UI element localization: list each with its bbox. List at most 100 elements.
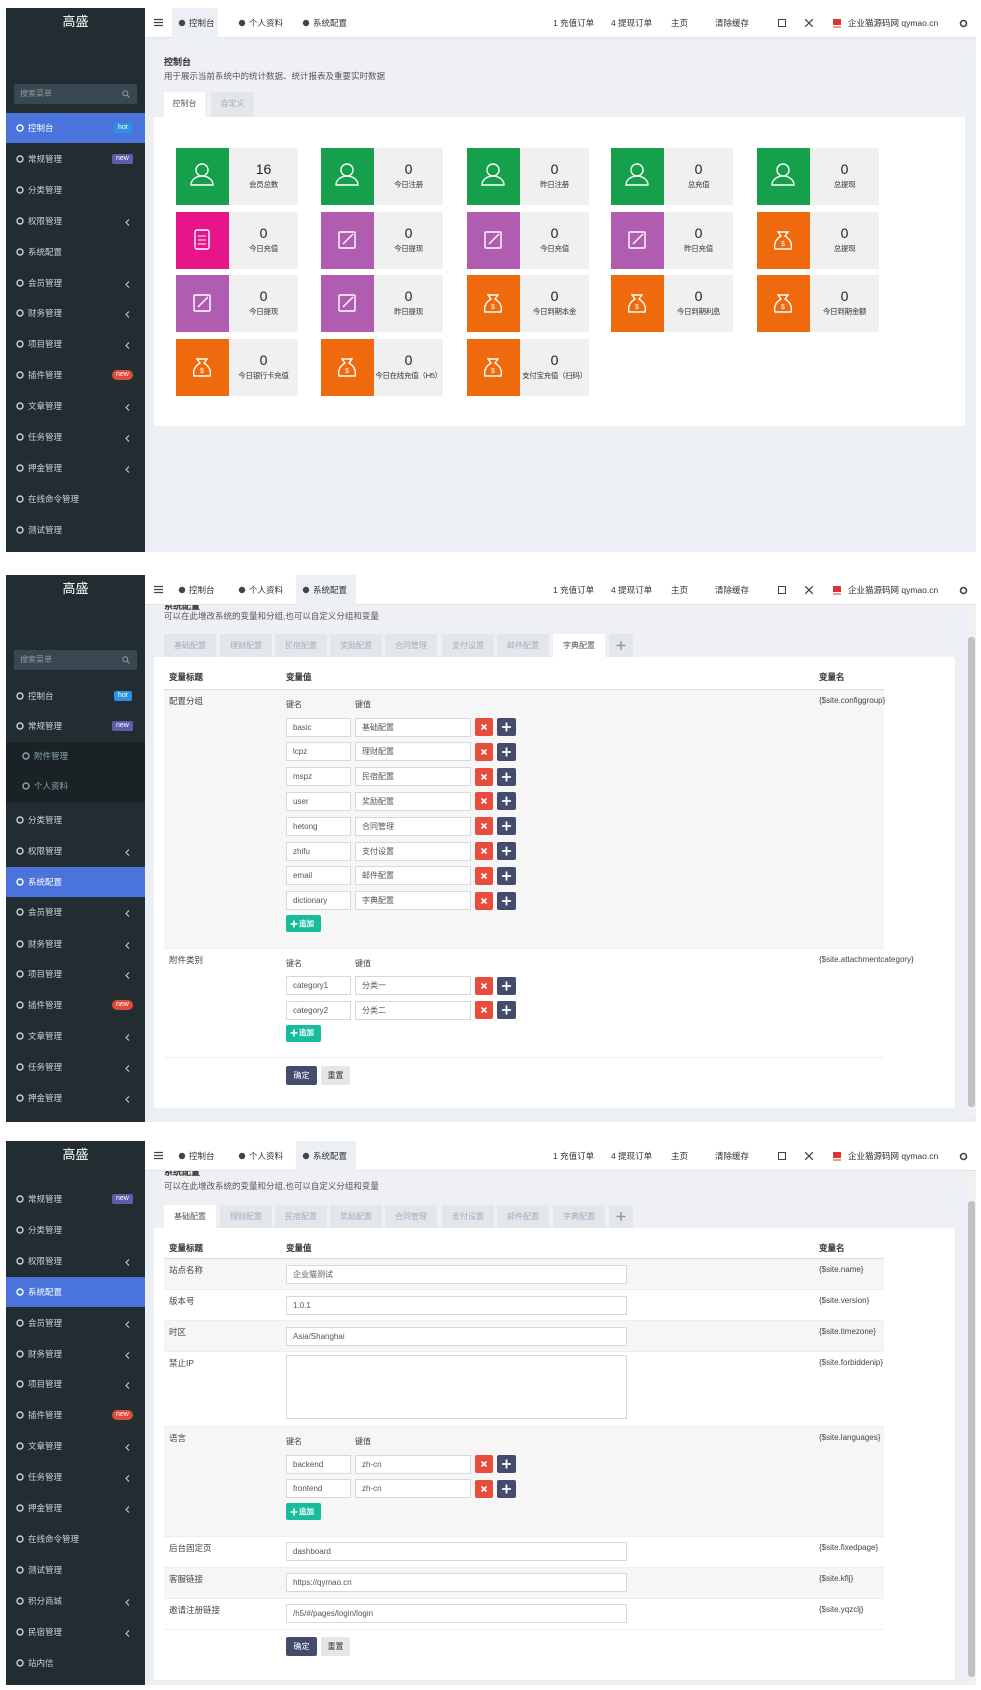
nav-tab[interactable]: 控制台 [189, 585, 215, 595]
text-input[interactable]: 基础配置 [355, 717, 471, 737]
config-tab[interactable] [164, 634, 216, 657]
menu-item[interactable]: 任务管理 [28, 1062, 63, 1072]
menu-item[interactable]: 在线命令管理 [28, 1533, 80, 1544]
remove-button[interactable] [475, 1001, 493, 1020]
menu-item[interactable]: 常规管理 [28, 721, 63, 731]
menu-item[interactable]: 常规管理 [28, 153, 63, 164]
nav-link[interactable]: 4 提现订单 [611, 18, 653, 28]
move-button[interactable] [497, 866, 516, 885]
config-tab[interactable] [275, 634, 327, 657]
remove-button[interactable] [475, 792, 493, 811]
text-input[interactable]: 字典配置 [355, 891, 471, 911]
nav-link[interactable]: 清除缓存 [715, 585, 750, 595]
text-input[interactable]: user [286, 791, 351, 811]
config-tab-label[interactable]: 邮件配置 [507, 1212, 539, 1221]
text-input[interactable]: 1.0.1 [286, 1295, 627, 1315]
menu-item[interactable]: 权限管理 [28, 215, 63, 226]
config-tab[interactable] [442, 634, 494, 657]
nav-link[interactable]: 1 充值订单 [553, 1151, 595, 1161]
move-button[interactable] [497, 742, 516, 761]
menu-item[interactable]: 任务管理 [28, 432, 63, 442]
nav-tab[interactable]: 个人资料 [249, 585, 284, 595]
text-input[interactable]: zhifu [286, 841, 351, 861]
config-tab-label[interactable]: 民宿配置 [285, 1212, 317, 1221]
config-tab-label[interactable]: 合同管理 [395, 641, 427, 650]
remove-button[interactable] [475, 842, 493, 860]
reset-button[interactable]: 重置 [321, 1065, 350, 1085]
text-input[interactable]: 分类二 [355, 1000, 471, 1020]
config-tab[interactable] [164, 1205, 216, 1228]
menu-item[interactable]: 个人资料 [34, 781, 69, 791]
config-tab-label[interactable]: 民宿配置 [285, 641, 317, 650]
text-input[interactable]: zh-cn [355, 1454, 471, 1474]
menu-item[interactable]: 文章管理 [28, 1031, 63, 1041]
nav-tab[interactable]: 个人资料 [249, 18, 284, 28]
text-input[interactable]: 邮件配置 [355, 866, 471, 886]
remove-button[interactable] [475, 976, 493, 995]
text-input[interactable]: category2 [286, 1000, 351, 1020]
text-input[interactable]: 合同管理 [355, 816, 471, 836]
text-input[interactable]: zh-cn [355, 1479, 471, 1499]
config-tab-label[interactable]: 支付设置 [452, 1212, 484, 1221]
menu-item[interactable]: 项目管理 [28, 969, 63, 979]
menu-item[interactable]: 文章管理 [28, 401, 63, 412]
config-tab-label[interactable]: 奖励配置 [340, 1212, 372, 1221]
text-input[interactable]: https://qymao.cn [286, 1573, 627, 1593]
config-tab-label[interactable]: 支付设置 [452, 641, 484, 650]
config-tab[interactable] [220, 634, 272, 657]
nav-link[interactable]: 4 提现订单 [611, 1151, 653, 1161]
text-input[interactable]: dashboard [286, 1542, 627, 1562]
menu-item[interactable]: 站内信 [28, 1657, 54, 1668]
menu-item[interactable]: 附件管理 [34, 751, 69, 761]
move-button[interactable] [497, 891, 516, 910]
text-input[interactable]: 奖励配置 [355, 791, 471, 811]
config-tab[interactable] [385, 1205, 437, 1228]
search-box[interactable] [14, 84, 137, 104]
menu-item[interactable]: 分类管理 [28, 1224, 63, 1235]
remove-button[interactable] [475, 1479, 493, 1498]
config-tab-label[interactable]: 字典配置 [563, 1212, 595, 1221]
config-tab[interactable] [330, 1205, 382, 1228]
menu-item[interactable]: 插件管理 [28, 1410, 63, 1421]
menu-item[interactable]: 押金管理 [28, 462, 63, 473]
move-button[interactable] [497, 767, 516, 786]
config-tab-label[interactable]: 基础配置 [174, 641, 206, 650]
nav-link[interactable]: 清除缓存 [715, 1151, 750, 1161]
menu-item[interactable]: 项目管理 [28, 339, 63, 350]
nav-link[interactable]: 主页 [671, 585, 689, 595]
move-button[interactable] [497, 1455, 516, 1473]
nav-link[interactable]: 1 充值订单 [553, 18, 595, 28]
content-tab[interactable] [164, 92, 205, 117]
append-button[interactable] [286, 1503, 321, 1521]
nav-link[interactable]: 主页 [671, 1151, 689, 1161]
menu-item[interactable]: 项目管理 [28, 1379, 63, 1390]
config-tab[interactable] [553, 1205, 605, 1228]
menu-item[interactable]: 财务管理 [28, 939, 63, 949]
nav-tab[interactable]: 控制台 [189, 18, 215, 28]
menu-item[interactable]: 插件管理 [28, 370, 63, 381]
menu-item[interactable]: 任务管理 [28, 1472, 63, 1483]
menu-item[interactable]: 分类管理 [28, 815, 63, 825]
remove-button[interactable] [475, 1455, 493, 1473]
nav-link[interactable]: 主页 [671, 18, 689, 28]
append-button[interactable] [286, 915, 321, 933]
move-button[interactable] [497, 976, 516, 995]
nav-site[interactable]: 企业猫源码网 qymao.cn [848, 585, 939, 595]
config-tab[interactable] [385, 634, 437, 657]
menu-item[interactable]: 插件管理 [28, 1000, 63, 1010]
config-tab[interactable] [442, 1205, 494, 1228]
menu-item[interactable]: 会员管理 [28, 1317, 63, 1328]
menu-item[interactable]: 控制台 [28, 691, 54, 701]
nav-tab[interactable]: 系统配置 [313, 1151, 348, 1161]
config-tab[interactable] [497, 634, 549, 657]
move-button[interactable] [497, 817, 516, 836]
text-input[interactable]: dictionary [286, 891, 351, 911]
text-input[interactable]: 民宿配置 [355, 767, 471, 787]
menu-item[interactable]: 文章管理 [28, 1441, 63, 1452]
menu-item[interactable]: 测试管理 [28, 524, 63, 535]
nav-tab[interactable]: 系统配置 [313, 18, 348, 28]
menu-item[interactable]: 常规管理 [28, 1194, 63, 1204]
config-tab[interactable] [330, 634, 382, 657]
text-input[interactable]: email [286, 866, 351, 886]
move-button[interactable] [497, 842, 516, 860]
